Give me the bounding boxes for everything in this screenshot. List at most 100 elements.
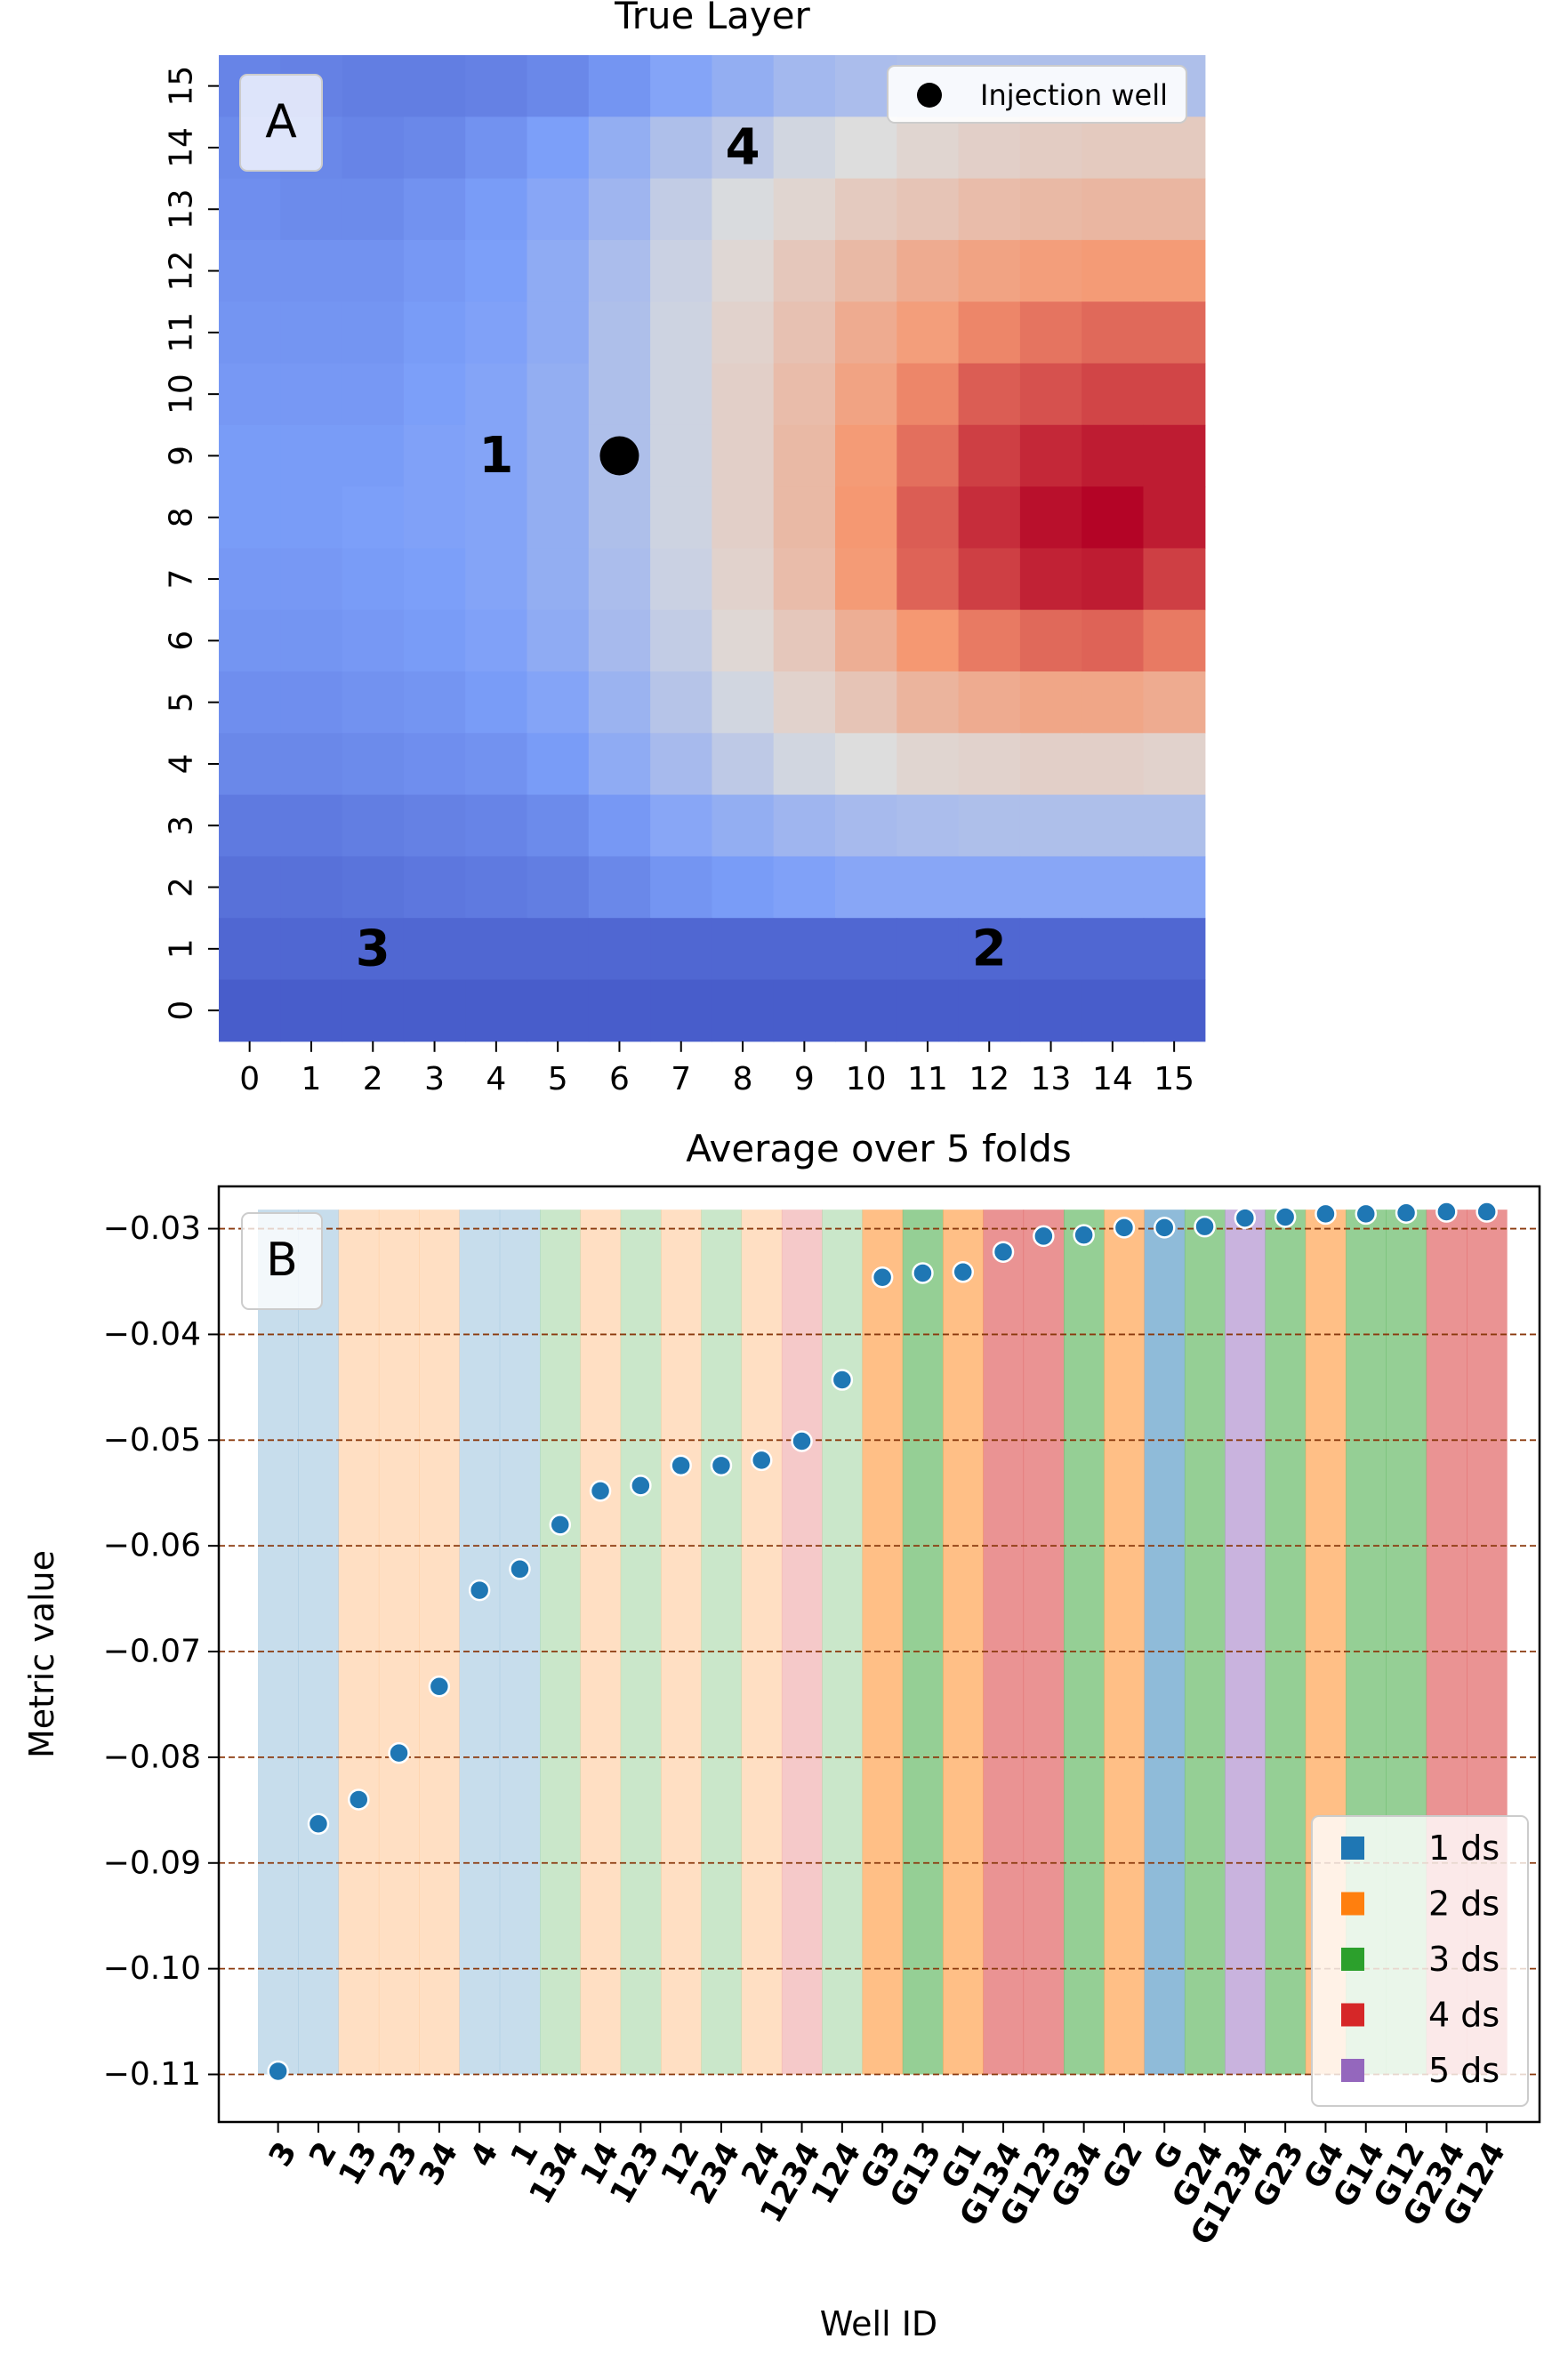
heatmap-cell: [835, 918, 897, 981]
legend-label: 2 ds: [1428, 1885, 1500, 1924]
category-band: [862, 1210, 904, 2075]
legend-label: 3 ds: [1428, 1940, 1500, 1979]
x-tick-label: 0: [239, 1061, 260, 1097]
data-point: [791, 1430, 813, 1452]
category-band: [781, 1210, 823, 2075]
heatmap-cell: [1082, 424, 1145, 487]
heatmap-cell: [835, 301, 897, 365]
heatmap-cell: [403, 301, 466, 365]
y-tick-label: −0.05: [103, 1422, 201, 1459]
heatmap-cell: [403, 733, 466, 796]
heatmap-cell: [527, 979, 590, 1042]
heatmap-cell: [219, 178, 281, 241]
heatmap-cell: [1082, 117, 1145, 180]
heatmap-cell: [403, 548, 466, 611]
heatmap-cell: [773, 117, 836, 180]
heatmap-cell: [403, 918, 466, 981]
heatmap-cell: [465, 671, 528, 734]
heatmap-cell: [342, 486, 405, 549]
heatmap-cell: [1019, 856, 1082, 919]
heatmap-cell: [650, 178, 712, 241]
data-point: [1073, 1224, 1095, 1246]
heatmap-cell: [219, 609, 281, 672]
heatmap-cell: [280, 671, 343, 734]
heatmap-cell: [403, 178, 466, 241]
heatmap-cell: [897, 486, 960, 549]
panel-label-a-text: A: [265, 95, 297, 149]
y-tick-label: 4: [164, 753, 200, 774]
heatmap-cell: [342, 548, 405, 611]
heatmap-cell: [588, 363, 651, 426]
heatmap-cell: [1019, 117, 1082, 180]
heatmap-cell: [835, 548, 897, 611]
x-tick-label: 4: [486, 1061, 506, 1097]
heatmap-cell: [465, 117, 528, 180]
heatmap-cell: [588, 486, 651, 549]
x-tick-label: 3: [262, 2136, 304, 2173]
heatmap-cell: [280, 794, 343, 857]
heatmap-cell: [527, 918, 590, 981]
x-tick-label: 12: [969, 1061, 1009, 1097]
legend-marker-injection: [917, 83, 942, 108]
heatmap-cell: [588, 55, 651, 117]
heatmap-cell: [1143, 794, 1206, 857]
y-tick-label: 3: [164, 816, 200, 836]
heatmap-cell: [835, 856, 897, 919]
heatmap-cell: [958, 363, 1021, 426]
category-band: [822, 1210, 863, 2075]
data-point: [388, 1741, 410, 1764]
scatter-panel: Average over 5 folds −0.03−0.04−0.05−0.0…: [22, 1127, 1541, 2343]
heatmap-cell: [465, 548, 528, 611]
heatmap-cell: [773, 548, 836, 611]
heatmap-cell: [650, 239, 712, 302]
heatmap-cell: [1082, 609, 1145, 672]
heatmap-cell: [280, 733, 343, 796]
heatmap-cell: [712, 671, 775, 734]
heatmap-cell: [773, 239, 836, 302]
heatmap-cell: [588, 178, 651, 241]
x-tick-label: 1: [301, 1061, 321, 1097]
heatmap-cell: [835, 424, 897, 487]
heatmap-cell: [1082, 301, 1145, 365]
heatmap-cell: [403, 671, 466, 734]
x-tick-label: 15: [1154, 1061, 1194, 1097]
region-label: 2: [972, 920, 1007, 977]
category-band: [1265, 1210, 1307, 2075]
x-tick-label: 14: [1092, 1061, 1133, 1097]
heatmap-cell: [897, 363, 960, 426]
y-tick-label: −0.03: [103, 1210, 201, 1247]
heatmap-cell: [712, 424, 775, 487]
heatmap-cell: [219, 733, 281, 796]
heatmap-cell: [219, 794, 281, 857]
heatmap-cell: [650, 794, 712, 857]
heatmap-cell: [1019, 178, 1082, 241]
y-tick-label: 5: [164, 692, 200, 712]
heatmap-cell: [280, 918, 343, 981]
heatmap-cell: [712, 609, 775, 672]
heatmap-cell: [342, 609, 405, 672]
heatmap-cell: [1019, 733, 1082, 796]
heatmap-cell: [1019, 548, 1082, 611]
heatmap-cell: [1082, 363, 1145, 426]
category-band: [1104, 1210, 1145, 2075]
y-tick-label: 14: [164, 127, 200, 168]
heatmap-cell: [342, 178, 405, 241]
heatmap-cell: [958, 178, 1021, 241]
heatmap-legend: Injection well: [887, 65, 1187, 124]
heatmap-cell: [280, 239, 343, 302]
plot-frame: [217, 1185, 1541, 2124]
data-point: [912, 1262, 934, 1284]
heatmap-cell: [897, 548, 960, 611]
heatmap-cell: [1143, 918, 1206, 981]
heatmap-cell: [712, 856, 775, 919]
data-point: [751, 1449, 773, 1472]
data-point: [1315, 1202, 1337, 1226]
heatmap-cell: [219, 856, 281, 919]
region-label: 1: [478, 427, 513, 485]
heatmap-cell: [835, 979, 897, 1042]
heatmap-cell: [897, 301, 960, 365]
heatmap-cell: [527, 239, 590, 302]
heatmap-cell: [280, 301, 343, 365]
heatmap-cell: [280, 486, 343, 549]
heatmap-cell: [1143, 548, 1206, 611]
